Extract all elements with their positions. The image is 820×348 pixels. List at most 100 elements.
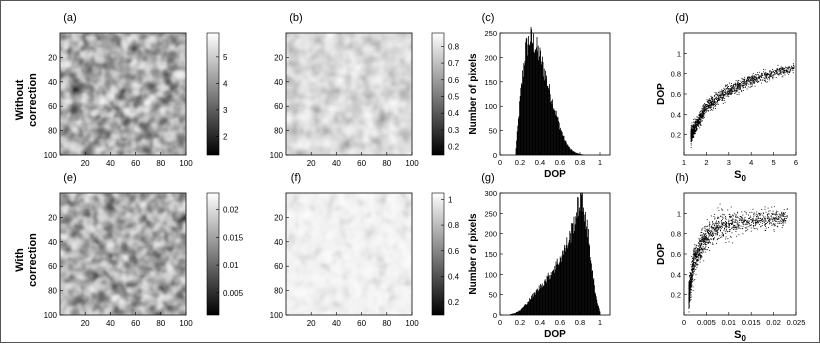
- scatter-point: [787, 215, 788, 216]
- scatter-point: [751, 82, 752, 83]
- x-tick-label: 40: [332, 159, 341, 168]
- scatter-point: [737, 226, 738, 227]
- scatter-point: [724, 95, 725, 96]
- scatter-point: [690, 283, 691, 284]
- scatter-point: [705, 244, 706, 245]
- scatter-point: [703, 260, 704, 261]
- scatter-point: [703, 233, 704, 234]
- scatter-point: [765, 69, 766, 70]
- scatter-point: [770, 73, 771, 74]
- scatter-point: [723, 217, 724, 218]
- scatter-point: [689, 292, 690, 293]
- scatter-point: [691, 273, 692, 274]
- scatter-point: [751, 84, 752, 85]
- x-tick-label: 1: [598, 318, 602, 327]
- scatter-point: [694, 266, 695, 267]
- scatter-point: [691, 269, 692, 270]
- scatter-point: [764, 73, 765, 74]
- scatter-point: [727, 96, 728, 97]
- scatter-point: [697, 261, 698, 262]
- scatter-point: [709, 234, 710, 235]
- scatter-point: [702, 111, 703, 112]
- scatter-point: [782, 214, 783, 215]
- scatter-point: [700, 246, 701, 247]
- scatter-point: [690, 285, 691, 286]
- scatter-point: [691, 145, 692, 146]
- scatter-point: [694, 126, 695, 127]
- scatter-point: [752, 83, 753, 84]
- scatter-point: [706, 229, 707, 230]
- scatter-point: [769, 223, 770, 224]
- scatter-point: [691, 294, 692, 295]
- scatter-point: [716, 233, 717, 234]
- scatter-point: [791, 66, 792, 67]
- scatter-point: [756, 77, 757, 78]
- scatter-point: [723, 214, 724, 215]
- scatter-point: [693, 265, 694, 266]
- scatter-point: [720, 204, 721, 205]
- scatter-point: [774, 214, 775, 215]
- scatter-point: [714, 219, 715, 220]
- scatter-point: [708, 242, 709, 243]
- scatter-point: [751, 225, 752, 226]
- scatter-point: [716, 99, 717, 100]
- scatter-point: [758, 74, 759, 75]
- scatter-point: [737, 88, 738, 89]
- scatter-point: [716, 92, 717, 93]
- scatter-point: [761, 213, 762, 214]
- x-axis-label: DOP: [544, 329, 566, 340]
- scatter-point: [692, 129, 693, 130]
- scatter-point: [714, 214, 715, 215]
- scatter-point: [740, 83, 741, 84]
- scatter-point: [714, 237, 715, 238]
- scatter-point: [711, 231, 712, 232]
- scatter-point: [722, 97, 723, 98]
- scatter-point: [693, 130, 694, 131]
- scatter-point: [744, 211, 745, 212]
- scatter-point: [751, 86, 752, 87]
- scatter-point: [719, 235, 720, 236]
- scatter-point: [783, 213, 784, 214]
- scatter-point: [746, 224, 747, 225]
- scatter-point: [722, 223, 723, 224]
- scatter-point: [707, 242, 708, 243]
- scatter-point: [690, 275, 691, 276]
- scatter-point: [713, 108, 714, 109]
- scatter-point: [708, 108, 709, 109]
- scatter-point: [697, 252, 698, 253]
- scatter-point: [734, 222, 735, 223]
- scatter-point: [714, 104, 715, 105]
- scatter-point: [718, 229, 719, 230]
- scatter-point: [732, 91, 733, 92]
- scatter-point: [738, 80, 739, 81]
- scatter-point: [705, 247, 706, 248]
- scatter-point: [689, 276, 690, 277]
- scatter-point: [721, 208, 722, 209]
- scatter-point: [718, 96, 719, 97]
- scatter-point: [790, 70, 791, 71]
- scatter-point: [785, 67, 786, 68]
- scatter-point: [737, 94, 738, 95]
- scatter-point: [769, 75, 770, 76]
- scatter-point: [743, 79, 744, 80]
- scatter-point: [768, 216, 769, 217]
- y-tick-label: 80: [48, 287, 57, 296]
- scatter-point: [781, 215, 782, 216]
- scatter-point: [703, 111, 704, 112]
- scatter-point: [783, 220, 784, 221]
- scatter-point: [729, 225, 730, 226]
- scatter-point: [709, 231, 710, 232]
- scatter-point: [708, 229, 709, 230]
- scatter-point: [772, 214, 773, 215]
- scatter-point: [691, 282, 692, 283]
- scatter-point: [712, 227, 713, 228]
- scatter-point: [744, 218, 745, 219]
- scatter-point: [751, 228, 752, 229]
- scatter-point: [761, 76, 762, 77]
- scatter-point: [693, 280, 694, 281]
- scatter-point: [722, 222, 723, 223]
- y-tick-label: 1: [677, 49, 681, 58]
- scatter-point: [774, 218, 775, 219]
- scatter-point: [693, 253, 694, 254]
- scatter-point: [762, 73, 763, 74]
